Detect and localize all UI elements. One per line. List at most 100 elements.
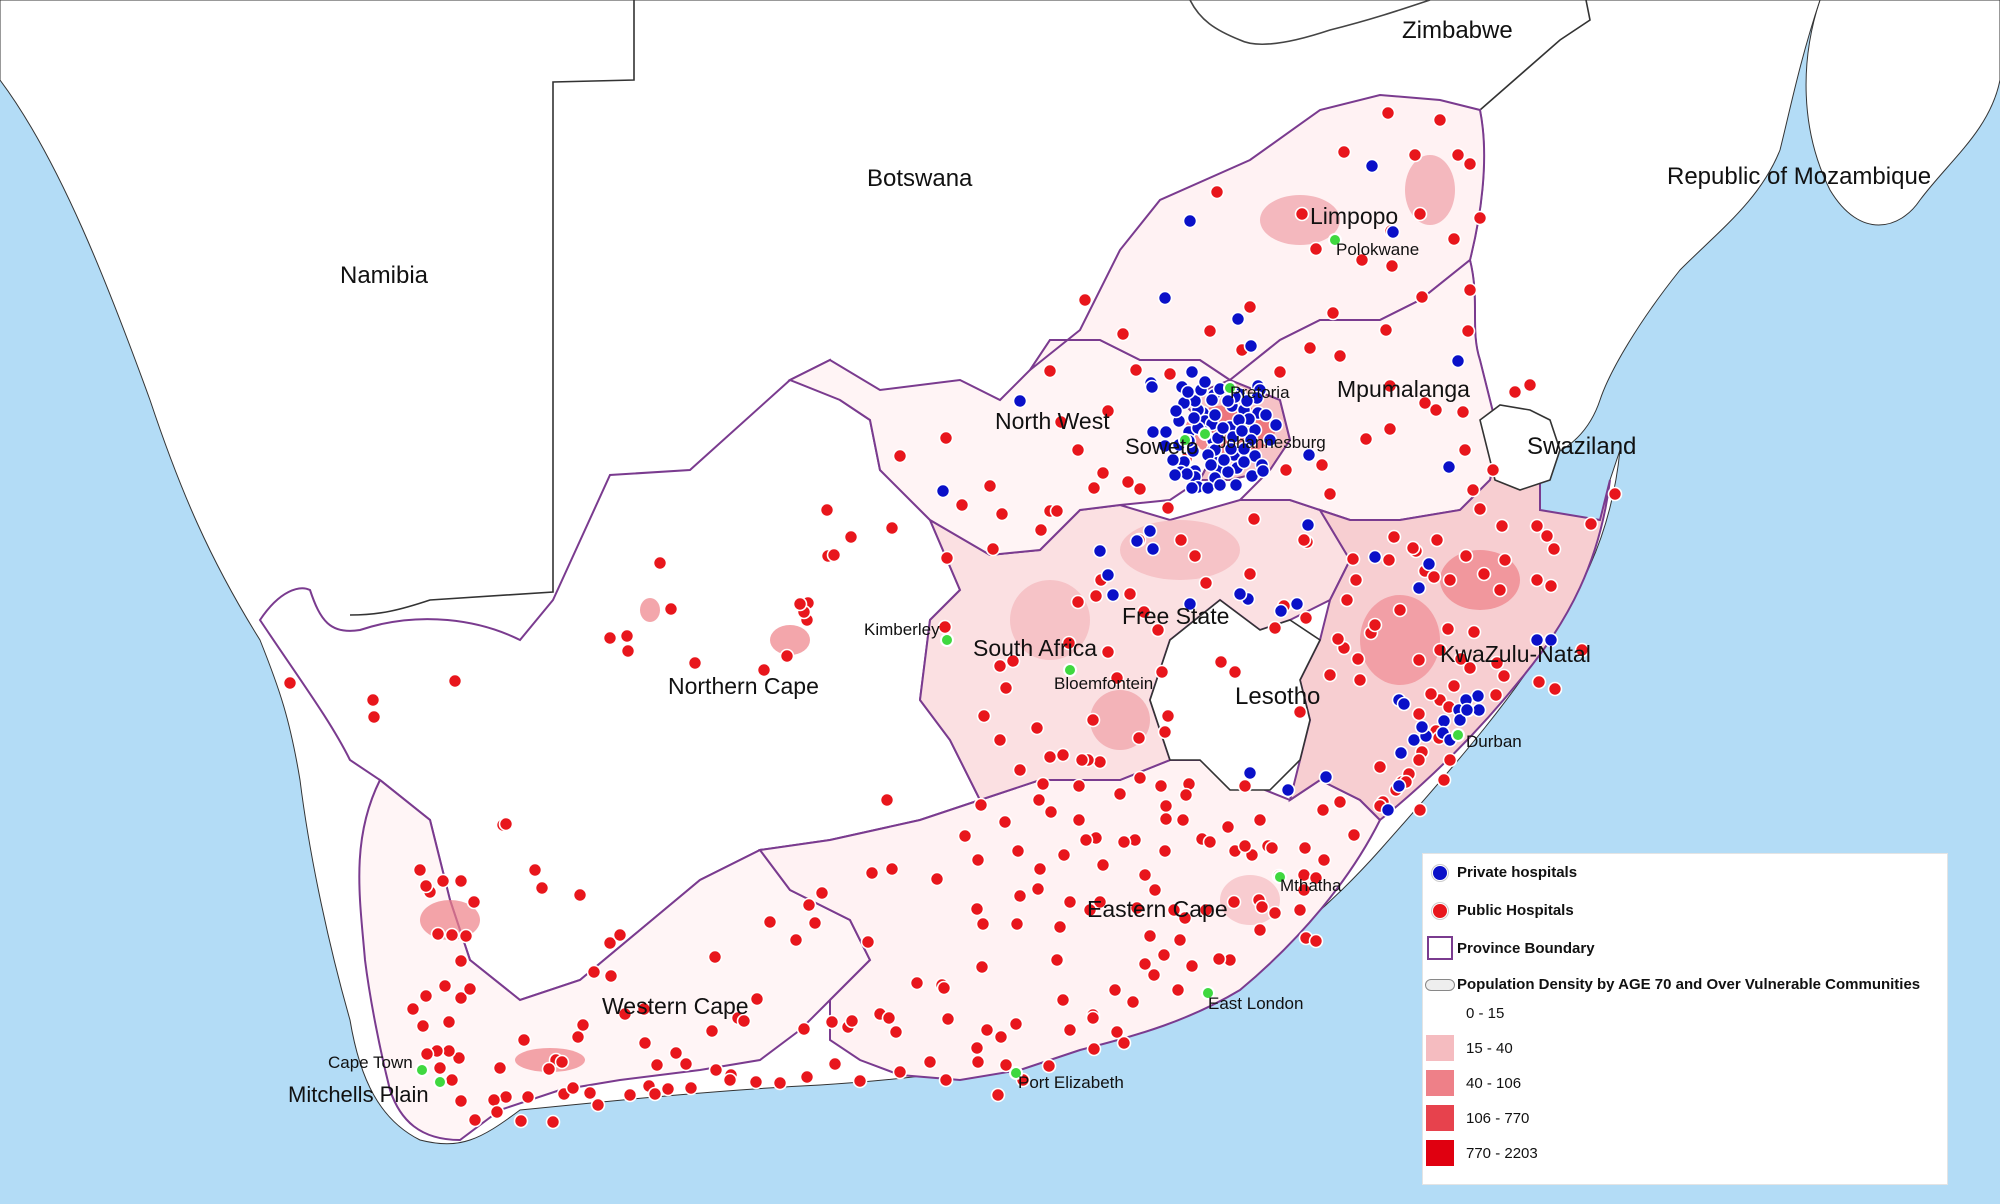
private-hospital-marker (1421, 556, 1437, 572)
private-hospital-marker (1280, 782, 1296, 798)
public-hospital-marker (1546, 541, 1562, 557)
public-hospital-marker (444, 927, 460, 943)
private-hospital-marker (1452, 712, 1468, 728)
legend-private: Private hospitals (1423, 864, 1577, 881)
public-hospital-marker (1112, 786, 1128, 802)
public-hospital-marker (1267, 905, 1283, 921)
public-hospital-marker (1488, 687, 1504, 703)
public-hospital-marker (678, 1056, 694, 1072)
public-hospital-marker (1009, 916, 1025, 932)
public-hospital-marker (1146, 967, 1162, 983)
public-hospital-marker (1332, 794, 1348, 810)
country-botswana: Botswana (867, 165, 973, 192)
public-hospital-marker (1254, 899, 1270, 915)
public-hospital-marker (498, 1089, 514, 1105)
province-limpopo: Limpopo (1310, 203, 1398, 229)
public-hospital-marker (1184, 958, 1200, 974)
public-hospital-marker (1308, 933, 1324, 949)
public-hospital-marker (1227, 664, 1243, 680)
private-hospital-marker (1529, 632, 1545, 648)
city-johannesburg: Johannesburg (1218, 433, 1326, 452)
public-hospital-marker (799, 1069, 815, 1085)
public-hospital-marker (982, 478, 998, 494)
public-hospital-marker (1607, 486, 1623, 502)
public-hospital-marker (1173, 532, 1189, 548)
public-hospital-marker (652, 555, 668, 571)
public-hospital-marker (1442, 572, 1458, 588)
public-hospital-marker (749, 991, 765, 1007)
public-hospital-marker (1407, 147, 1423, 163)
public-hospital-marker (637, 1035, 653, 1051)
legend-density: Population Density by AGE 70 and Over Vu… (1423, 976, 1920, 993)
private-hospital-marker (1216, 452, 1232, 468)
public-hospital-marker (1012, 888, 1028, 904)
public-hospital-marker (1472, 501, 1488, 517)
public-hospital-marker (879, 792, 895, 808)
public-hospital-marker (1412, 802, 1428, 818)
public-hospital-marker (938, 430, 954, 446)
public-hospital-marker (864, 865, 880, 881)
public-hospital-marker (1128, 362, 1144, 378)
private-hospital-marker (1450, 353, 1466, 369)
public-hospital-marker (447, 673, 463, 689)
legend-swatch (1426, 1105, 1454, 1131)
public-hospital-marker (1297, 840, 1313, 856)
lesotho-shape (1149, 598, 1322, 791)
city-pretoria: Pretoria (1230, 383, 1290, 402)
public-hospital-marker (1325, 305, 1341, 321)
public-hospital-icon (1432, 902, 1448, 919)
public-hospital-marker (1382, 421, 1398, 437)
public-hospital-marker (1497, 552, 1513, 568)
private-hospital-marker (1167, 467, 1183, 483)
public-hospital-marker (1085, 712, 1101, 728)
public-hospital-marker (513, 1113, 529, 1129)
public-hospital-marker (1125, 994, 1141, 1010)
private-hospital-marker (1300, 517, 1316, 533)
public-hospital-marker (1380, 105, 1396, 121)
public-hospital-marker (1071, 812, 1087, 828)
private-hospital-marker (1470, 688, 1486, 704)
private-hospital-marker (1414, 719, 1430, 735)
city-marker (1063, 663, 1077, 677)
public-hospital-marker (1460, 323, 1476, 339)
public-hospital-marker (1252, 922, 1268, 938)
private-hospital-marker (1200, 480, 1216, 496)
public-hospital-marker (1137, 956, 1153, 972)
city-marker (1328, 233, 1342, 247)
public-hospital-marker (827, 1056, 843, 1072)
public-hospital-marker (796, 1021, 812, 1037)
private-hospital-marker (1142, 523, 1158, 539)
public-hospital-marker (1296, 882, 1312, 898)
public-hospital-marker (1457, 442, 1473, 458)
public-hospital-marker (1153, 778, 1169, 794)
public-hospital-marker (1242, 566, 1258, 582)
public-hospital-marker (954, 497, 970, 513)
public-hospital-marker (545, 1114, 561, 1130)
public-hospital-marker (1085, 1010, 1101, 1026)
public-hospital-marker (1358, 431, 1374, 447)
legend-boundary-label: Province Boundary (1457, 939, 1595, 957)
public-hospital-marker (441, 1043, 457, 1059)
public-hospital-marker (622, 1087, 638, 1103)
public-hospital-marker (748, 1074, 764, 1090)
private-hospital-marker (1255, 463, 1271, 479)
public-hospital-marker (1005, 653, 1021, 669)
private-hospital-marker (1268, 417, 1284, 433)
public-hospital-marker (1043, 804, 1059, 820)
public-hospital-marker (1056, 847, 1072, 863)
public-hospital-marker (617, 1006, 633, 1022)
public-hospital-marker (1264, 840, 1280, 856)
private-hospital-marker (1182, 596, 1198, 612)
private-hospital-marker (1165, 452, 1181, 468)
public-hospital-marker (1041, 1058, 1057, 1074)
public-hospital-marker (1466, 624, 1482, 640)
province-western-cape: Western Cape (602, 993, 749, 1019)
public-hospital-marker (1052, 919, 1068, 935)
public-hospital-marker (1346, 827, 1362, 843)
public-hospital-marker (994, 506, 1010, 522)
private-hospital-marker (1168, 403, 1184, 419)
private-hospital-marker (1184, 480, 1200, 496)
public-hospital-marker (1070, 594, 1086, 610)
public-hospital-marker (969, 901, 985, 917)
private-hospital-marker (1230, 311, 1246, 327)
